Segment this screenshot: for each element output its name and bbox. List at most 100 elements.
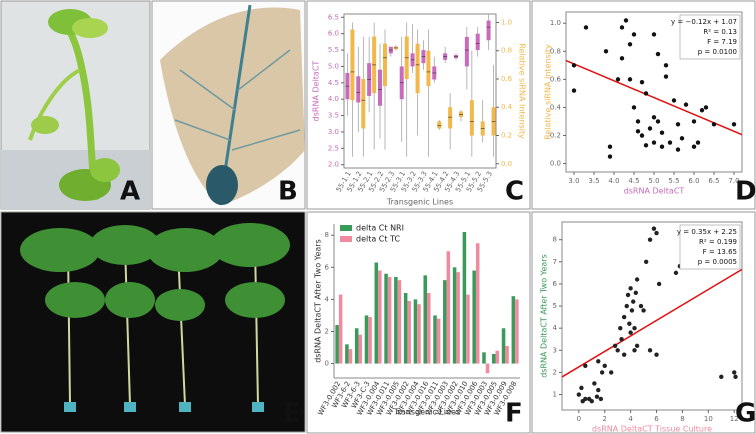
point xyxy=(679,136,685,141)
box xyxy=(378,69,382,106)
tick-label: 10 xyxy=(704,415,713,423)
point xyxy=(589,398,594,404)
panel-label: E xyxy=(283,399,301,429)
point xyxy=(635,119,641,124)
point xyxy=(594,394,600,399)
legend-label: delta Ct NRI xyxy=(356,224,404,233)
tick-label: 5 xyxy=(553,302,557,310)
point xyxy=(576,392,582,397)
tick-label: 4 xyxy=(628,415,633,423)
point xyxy=(634,277,640,282)
y-axis-label: Relative siRNA Intensity xyxy=(544,44,553,140)
annotation-box xyxy=(679,14,741,60)
point xyxy=(711,122,717,127)
point xyxy=(719,374,724,380)
point xyxy=(703,105,709,110)
point xyxy=(627,77,633,82)
bar xyxy=(446,251,451,364)
point xyxy=(635,129,641,134)
legend-swatch xyxy=(340,236,352,242)
bar xyxy=(443,280,447,364)
bar xyxy=(456,272,460,364)
bar xyxy=(354,328,359,364)
bar xyxy=(403,292,408,364)
tick-label: 0 xyxy=(325,360,329,368)
tick-label: 6.0 xyxy=(688,177,699,185)
tick-label: 0.4 xyxy=(550,103,562,111)
box xyxy=(448,107,453,129)
photo-e xyxy=(0,211,306,433)
point xyxy=(628,286,633,291)
bar xyxy=(515,299,519,364)
photo-a xyxy=(0,0,151,210)
tick-label: 1.0 xyxy=(501,18,512,26)
point xyxy=(571,63,577,68)
tick-label: 2 xyxy=(325,327,329,335)
tick-label: 6.0 xyxy=(328,30,339,38)
legend-swatch xyxy=(340,225,352,231)
point xyxy=(619,337,624,342)
bar xyxy=(427,292,431,364)
point xyxy=(612,343,618,349)
point xyxy=(615,77,621,82)
bar xyxy=(397,280,402,364)
point xyxy=(621,314,627,320)
bar xyxy=(348,349,353,364)
box xyxy=(383,43,387,87)
tick-label: 7.0 xyxy=(728,177,739,185)
annotation-box xyxy=(679,224,741,270)
point xyxy=(656,281,662,287)
bar xyxy=(407,301,411,364)
point xyxy=(623,18,629,23)
tick-label: 3.0 xyxy=(568,177,579,185)
point xyxy=(638,303,644,309)
tick-label: 5.5 xyxy=(668,177,679,185)
point xyxy=(675,147,681,152)
annotation: F = 7.19 xyxy=(707,38,737,46)
panel-label: C xyxy=(505,177,524,207)
x-axis-label: Transgenic Lines xyxy=(393,408,460,417)
point xyxy=(655,119,661,124)
panel-label: G xyxy=(735,399,756,429)
annotation: y = −0.12x + 1.07 xyxy=(671,18,737,26)
point xyxy=(733,374,738,380)
point xyxy=(659,144,665,149)
fit-line xyxy=(561,268,743,378)
bar xyxy=(452,267,457,364)
bar xyxy=(417,304,421,364)
tick-label: 5.0 xyxy=(328,62,339,70)
point xyxy=(571,88,577,93)
box xyxy=(361,78,366,129)
tick-label: 4.0 xyxy=(608,177,619,185)
tick-label: 8 xyxy=(325,231,329,239)
box xyxy=(350,29,355,101)
box xyxy=(426,50,431,87)
point xyxy=(619,56,625,61)
point xyxy=(609,370,614,375)
tick-label: 5.5 xyxy=(328,46,339,54)
point xyxy=(579,385,584,391)
annotation: p = 0.0005 xyxy=(698,258,737,266)
point xyxy=(695,140,701,145)
point xyxy=(651,226,657,231)
bar xyxy=(423,275,427,364)
point xyxy=(632,348,637,353)
point xyxy=(618,325,623,331)
tick-label: 4 xyxy=(553,324,558,332)
annotation: y = 0.35x + 2.25 xyxy=(677,228,737,236)
tick-label: 4.0 xyxy=(328,95,339,103)
panel-label: B xyxy=(278,177,298,207)
panel-frames xyxy=(306,0,756,434)
tick-label: 8 xyxy=(553,236,557,244)
point xyxy=(671,98,677,103)
x-axis-label: dsRNA DeltaCT Tissue Culture xyxy=(592,425,712,434)
legend-label: delta Ct TC xyxy=(356,235,400,244)
point xyxy=(673,270,679,276)
tick-label: 0.4 xyxy=(501,103,513,111)
point xyxy=(621,352,627,357)
point xyxy=(607,144,613,149)
bar xyxy=(374,262,379,364)
bar xyxy=(364,315,369,364)
point xyxy=(663,74,669,79)
tick-label: 6 xyxy=(654,415,659,423)
